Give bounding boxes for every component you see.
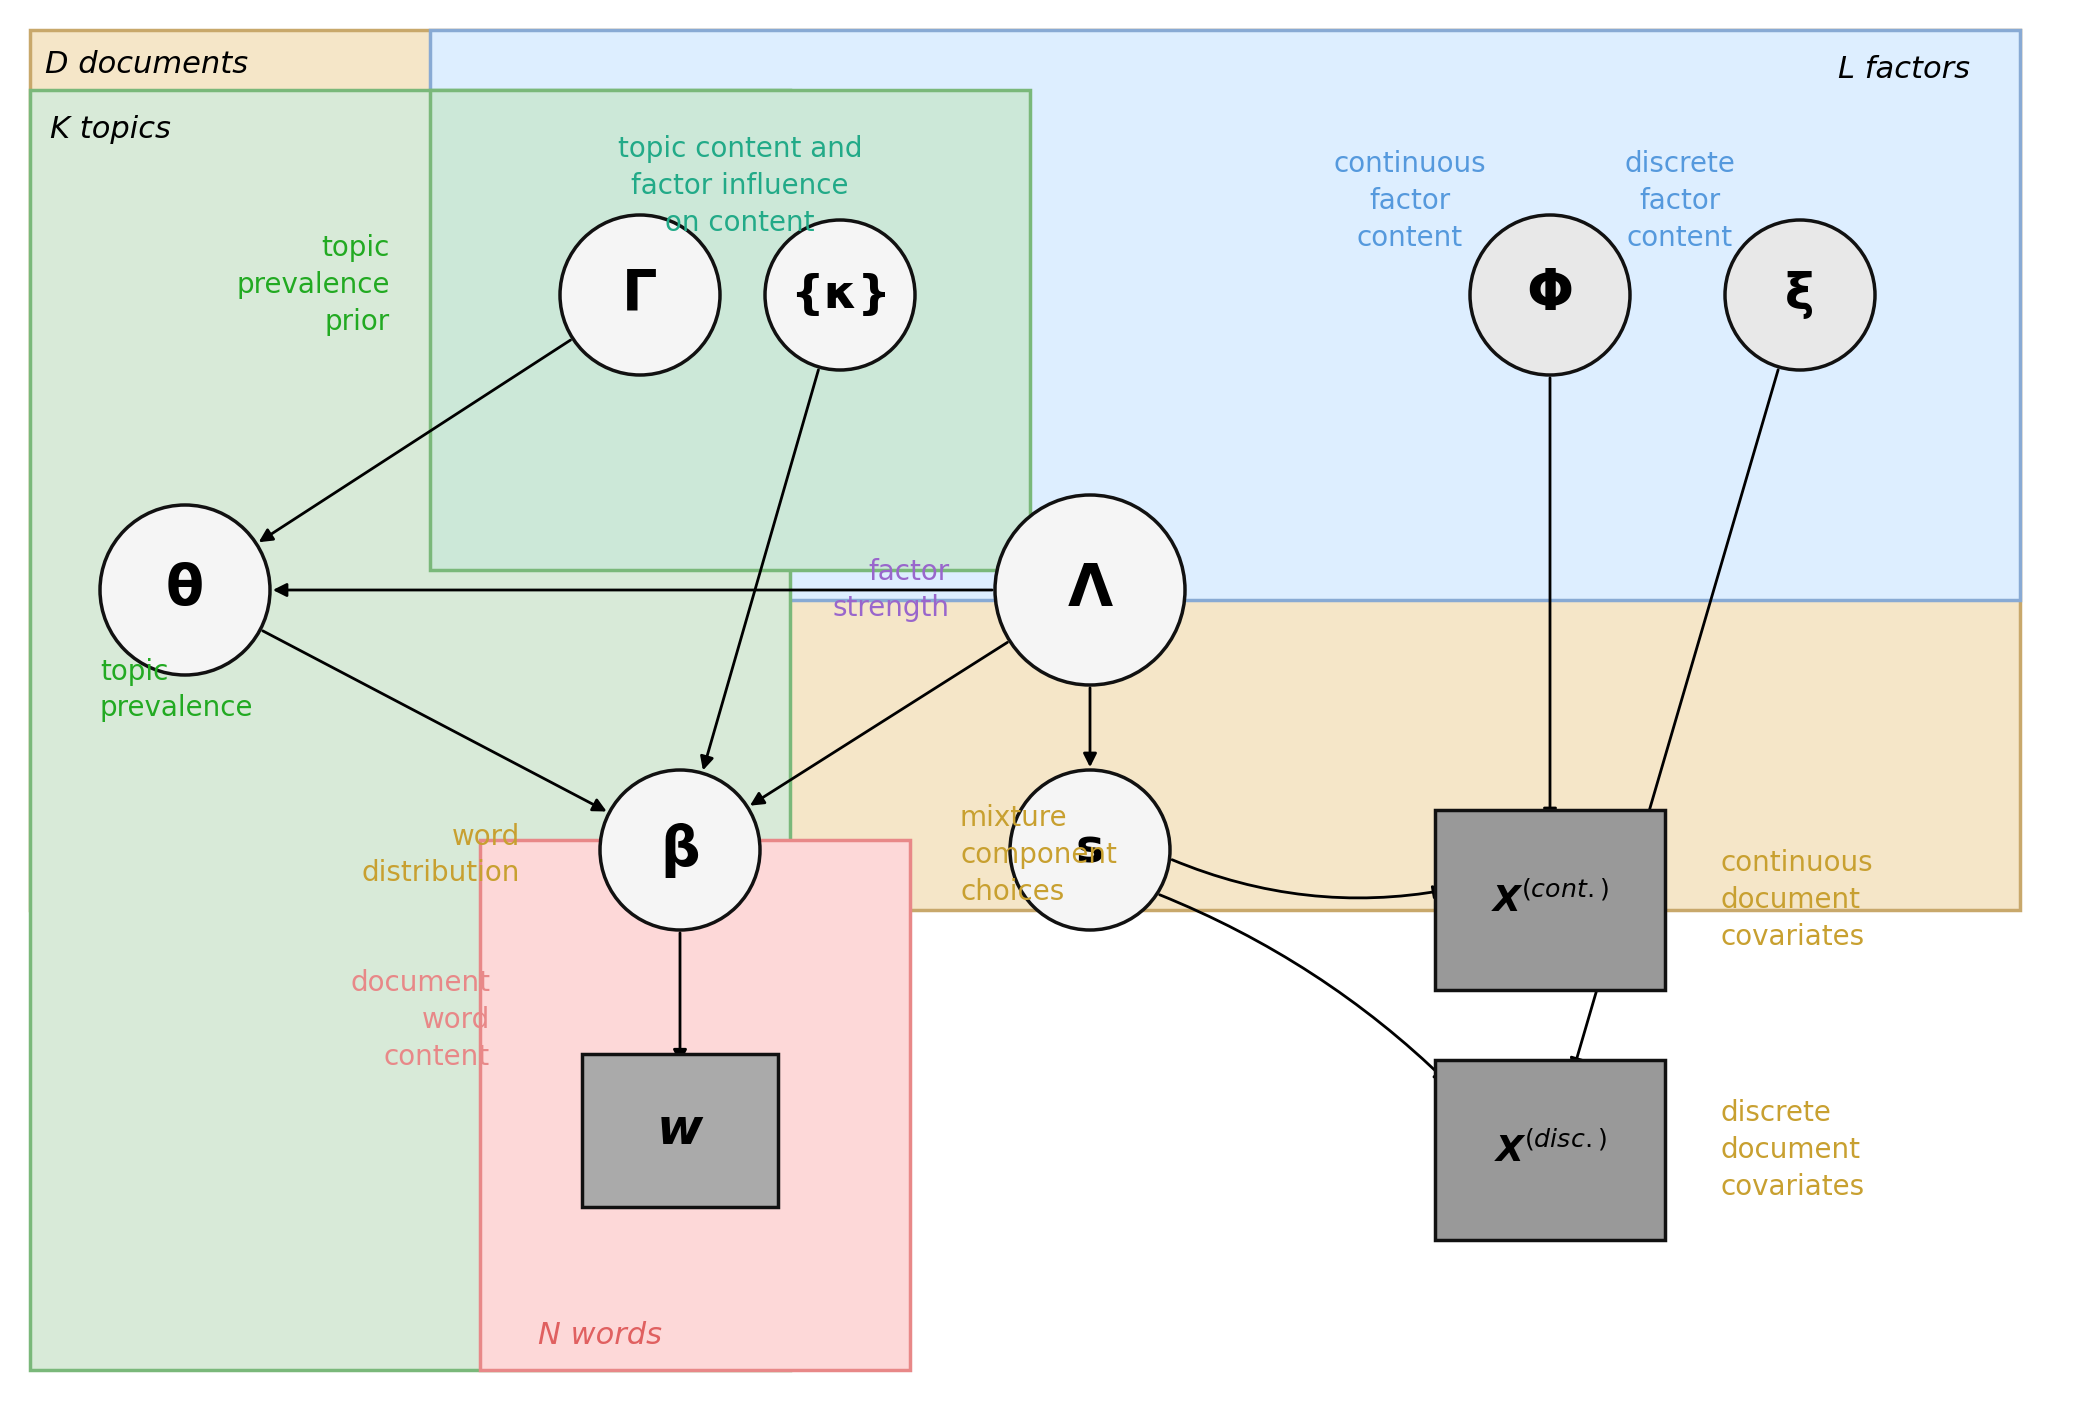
Text: word
distribution: word distribution (361, 822, 521, 888)
Circle shape (995, 496, 1186, 684)
Text: Γ: Γ (621, 268, 657, 322)
Text: continuous
factor
content: continuous factor content (1333, 151, 1486, 251)
Text: topic
prevalence
prior: topic prevalence prior (237, 234, 390, 335)
Text: discrete
document
covariates: discrete document covariates (1719, 1099, 1864, 1201)
Bar (29, 30, 2019, 910)
Circle shape (1725, 220, 1874, 371)
Text: $\boldsymbol{X}^{(\mathit{cont.})}$: $\boldsymbol{X}^{(\mathit{cont.})}$ (1490, 882, 1610, 919)
Text: β: β (661, 822, 699, 878)
Text: $\boldsymbol{X}^{(\mathit{disc.})}$: $\boldsymbol{X}^{(\mathit{disc.})}$ (1494, 1132, 1606, 1169)
Circle shape (560, 214, 720, 375)
Text: s: s (1077, 828, 1104, 872)
Text: ξ: ξ (1786, 271, 1816, 320)
Text: Λ: Λ (1068, 561, 1112, 619)
Text: K topics: K topics (50, 115, 170, 143)
Text: N words: N words (537, 1321, 661, 1350)
Circle shape (101, 506, 271, 674)
Text: discrete
factor
content: discrete factor content (1625, 151, 1736, 251)
Text: θ: θ (166, 562, 204, 618)
Bar (1436, 809, 1665, 990)
Text: mixture
component
choices: mixture component choices (959, 804, 1117, 906)
Circle shape (1469, 214, 1631, 375)
Bar (430, 89, 1031, 569)
Text: L factors: L factors (1839, 55, 1971, 84)
Text: topic content and
factor influence
on content: topic content and factor influence on co… (617, 135, 863, 237)
Bar (29, 89, 789, 1370)
Bar (581, 1054, 779, 1207)
Text: continuous
document
covariates: continuous document covariates (1719, 849, 1872, 951)
Text: topic
prevalence: topic prevalence (101, 657, 254, 723)
Text: {κ}: {κ} (789, 273, 890, 318)
Circle shape (764, 220, 915, 371)
Text: factor
strength: factor strength (833, 558, 951, 622)
Bar (1436, 1059, 1665, 1240)
Circle shape (600, 770, 760, 930)
Text: D documents: D documents (44, 50, 248, 80)
Text: document
word
content: document word content (351, 970, 489, 1071)
Text: Φ: Φ (1526, 268, 1574, 322)
Text: $\boldsymbol{w}$: $\boldsymbol{w}$ (655, 1106, 703, 1154)
Bar (481, 841, 911, 1370)
Circle shape (1010, 770, 1169, 930)
Bar (430, 30, 2019, 601)
